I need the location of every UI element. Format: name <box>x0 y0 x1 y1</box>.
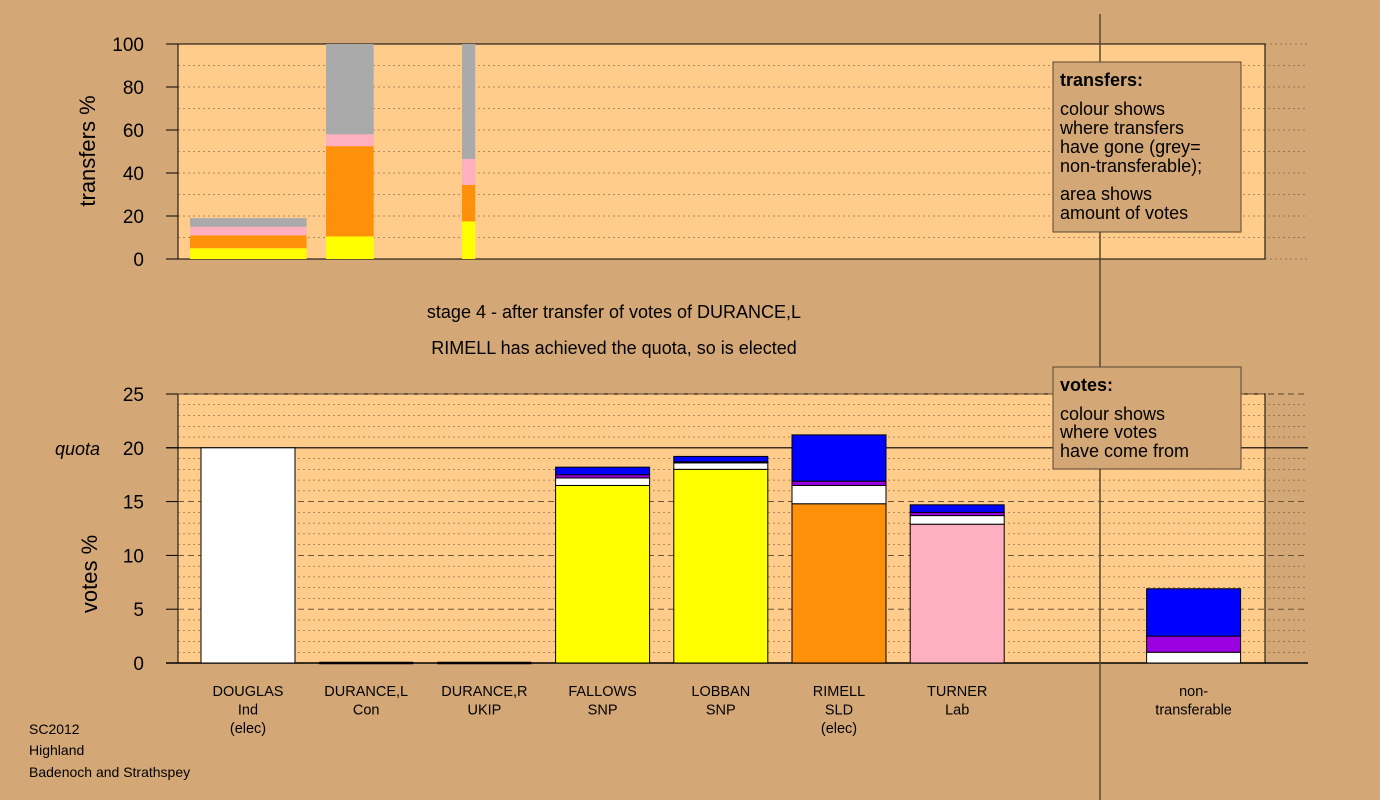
transfer-bar-segment <box>326 44 374 135</box>
candidate-label: LOBBAN <box>691 684 750 700</box>
votes-legend-line: where votes <box>1059 422 1157 442</box>
transfers-bars <box>190 44 476 259</box>
transfers-legend-line: area shows <box>1060 184 1152 204</box>
footer-ward: Badenoch and Strathspey <box>29 764 190 780</box>
candidate-label: DURANCE,L <box>324 684 408 700</box>
footer-region: Highland <box>29 742 84 758</box>
transfers-tick-label: 0 <box>133 250 144 271</box>
votes-tick-label: 25 <box>123 385 144 406</box>
vote-bar-segment <box>791 503 887 664</box>
transfers-tick-label: 80 <box>123 78 144 99</box>
votes-category-labels: DOUGLAS Ind (elec) DURANCE,L Con DURANCE,R UKI… <box>213 684 1232 737</box>
vote-bar-segment <box>1146 588 1242 637</box>
transfer-bar-segment <box>326 134 374 147</box>
votes-y-ticks: 0 5 10 15 20 25 <box>123 385 178 675</box>
transfer-bar-segment <box>190 248 307 259</box>
candidate-label: SNP <box>706 703 736 719</box>
transfers-legend-line: where transfers <box>1059 118 1184 138</box>
transfers-legend-title: transfers: <box>1060 70 1143 90</box>
vote-bar-segment <box>1146 635 1242 653</box>
transfers-y-ticks: 0 20 40 60 80 100 <box>112 35 178 271</box>
vote-bar-segment <box>555 477 651 486</box>
transfer-bar-segment <box>190 235 307 249</box>
vote-bar-segment <box>555 484 651 664</box>
votes-tick-label: 10 <box>123 546 144 567</box>
candidate-label: non- <box>1179 684 1208 700</box>
elected-title: RIMELL has achieved the quota, so is ele… <box>431 338 797 358</box>
votes-legend-line: colour shows <box>1060 404 1165 424</box>
transfers-legend-line: amount of votes <box>1060 203 1188 223</box>
vote-bar-segment <box>200 447 296 664</box>
candidate-label: (elec) <box>230 721 266 737</box>
transfers-tick-label: 20 <box>123 207 144 228</box>
transfers-tick-label: 60 <box>123 121 144 142</box>
transfer-bar-segment <box>462 221 476 259</box>
transfer-bar-segment <box>326 236 374 259</box>
candidate-label: Con <box>353 703 380 719</box>
vote-bar-segment <box>1146 651 1242 664</box>
votes-bars <box>200 434 1242 665</box>
transfers-tick-label: 100 <box>112 35 144 56</box>
transfer-bar-segment <box>190 226 307 236</box>
transfers-tick-label: 40 <box>123 164 144 185</box>
transfers-legend-line: colour shows <box>1060 99 1165 119</box>
candidate-label: FALLOWS <box>568 684 637 700</box>
candidate-label: Ind <box>238 703 258 719</box>
vote-bar-segment <box>673 455 769 463</box>
stage-title: stage 4 - after transfer of votes of DUR… <box>427 302 801 322</box>
vote-bar-segment <box>673 462 769 470</box>
votes-y-axis-label: votes % <box>77 535 102 613</box>
votes-legend-box <box>1052 366 1242 470</box>
vote-bar-segment <box>555 466 651 476</box>
votes-tick-label: 20 <box>123 439 144 460</box>
vote-bar-segment <box>791 480 887 486</box>
votes-legend-line: have come from <box>1060 441 1189 461</box>
candidate-label: transferable <box>1155 703 1232 719</box>
votes-legend: votes: colour shows where votes have com… <box>1052 366 1242 470</box>
votes-tick-label: 0 <box>133 654 144 675</box>
transfer-bar-segment <box>190 218 307 227</box>
candidate-label: SLD <box>825 703 853 719</box>
candidate-label: SNP <box>588 703 618 719</box>
votes-legend-title: votes: <box>1060 375 1113 395</box>
votes-tick-label: 15 <box>123 493 144 514</box>
candidate-label: RIMELL <box>813 684 865 700</box>
transfer-bar-segment <box>462 44 476 160</box>
transfers-y-axis-label: transfers % <box>75 95 100 206</box>
quota-label: quota <box>55 439 100 459</box>
candidate-label: TURNER <box>927 684 987 700</box>
transfers-legend-box <box>1052 61 1242 233</box>
transfer-bar-segment <box>326 146 374 237</box>
votes-tick-label: 5 <box>133 600 144 621</box>
vote-bar-segment <box>909 515 1005 525</box>
vote-bar-segment <box>791 484 887 505</box>
candidate-label: Lab <box>945 703 969 719</box>
transfer-bar-segment <box>462 159 476 185</box>
vote-bar-segment <box>791 434 887 482</box>
candidate-label: UKIP <box>467 703 501 719</box>
vote-bar-segment <box>673 468 769 664</box>
vote-bar-segment <box>909 504 1005 513</box>
transfer-bar-segment <box>462 184 476 222</box>
transfers-legend-line: non-transferable); <box>1060 156 1202 176</box>
transfers-legend: transfers: colour shows where transfers … <box>1052 61 1242 233</box>
vote-bar-segment <box>909 523 1005 664</box>
candidate-label: DOUGLAS <box>213 684 284 700</box>
candidate-label: DURANCE,R <box>441 684 527 700</box>
transfers-legend-line: have gone (grey= <box>1060 137 1201 157</box>
candidate-label: (elec) <box>821 721 857 737</box>
footer-election: SC2012 <box>29 721 80 737</box>
